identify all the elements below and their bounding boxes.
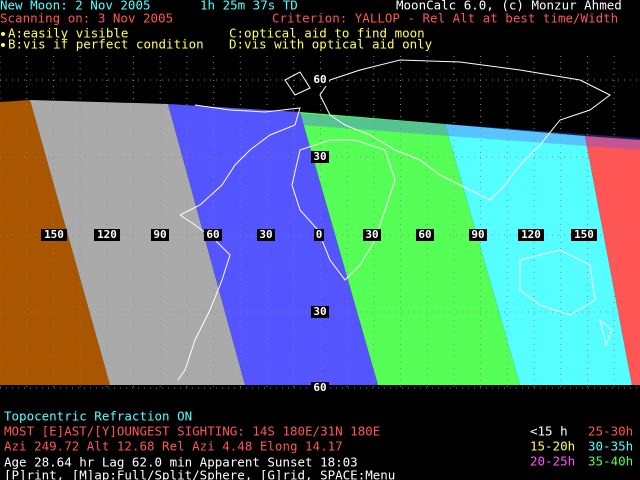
bullet [1,32,5,36]
zone-red [585,136,640,385]
map-label: 90 [471,228,484,241]
legend-entry: 25-30h [588,424,633,439]
map-label: 150 [44,228,64,241]
legend-entry: <15 h [530,424,568,439]
key-d: D:vis with optical aid only [229,37,433,52]
zone-green [300,112,520,385]
map-label: 30 [365,228,378,241]
map: 60 30 30 60 150 120 90 60 30 0 30 60 90 120 150 [0,56,640,394]
legend-entry: 35-40h [588,454,633,469]
label-bg [257,229,275,241]
age: Age 28.64 hr Lag 62.0 min Apparent Sunse… [4,455,358,470]
scanning: Scanning on: 3 Nov 2005 [0,11,173,26]
map-label: 60 [418,228,431,241]
grid [0,56,640,392]
label-bg [311,151,329,163]
bullet [1,43,5,47]
zone-gray [30,100,245,385]
label-bg [311,382,329,394]
map-label: 0 [316,228,323,241]
zone-cyan [445,124,632,385]
app-title: MoonCalc 6.0, (c) Monzur Ahmed [396,0,622,13]
label-bg [469,229,487,241]
map-label: 60 [313,381,326,394]
map-label: 120 [521,228,541,241]
map-label: 150 [574,228,594,241]
menu[interactable]: [P]rint, [M]ap:Full/Split/Sphere, [G]rid… [4,468,395,480]
label-bg [151,229,169,241]
label-bg [204,229,222,241]
label-bg [311,306,329,318]
map-label: 30 [313,305,326,318]
label-bg [311,74,329,86]
label-bg [41,229,67,241]
label-bg [571,229,597,241]
map-labels: 60 30 30 60 150 120 90 60 30 0 30 60 90 120 150 [41,73,597,394]
map-label: 60 [313,73,326,86]
new-moon: New Moon: 2 Nov 2005 [0,0,151,13]
sighting: MOST [E]AST/[Y]OUNGEST SIGHTING: 14S 180… [4,424,380,439]
label-bg [363,229,381,241]
map-label: 30 [313,150,326,163]
legend-entry: 20-25h [530,454,575,469]
key-a: A:easily visible [8,26,128,41]
zone-brown [0,100,110,385]
coastlines [177,59,613,381]
map-label: 30 [259,228,272,241]
legend-entry: 15-20h [530,439,575,454]
map-label: 120 [97,228,117,241]
legend-entry: 30-35h [588,439,633,454]
mode: Topocentric Refraction ON [4,409,192,424]
zone-fringe [170,104,640,150]
label-bg [518,229,544,241]
label-bg [314,229,324,241]
time: 1h 25m 37s TD [200,0,298,13]
position: Azi 249.72 Alt 12.68 Rel Azi 4.48 Elong … [4,439,343,454]
map-label: 60 [206,228,219,241]
criterion: Criterion: YALLOP - Rel Alt at best time… [272,11,618,26]
map-label: 90 [153,228,166,241]
label-bg [94,229,120,241]
key-c: C:optical aid to find moon [229,26,425,41]
label-bg [416,229,434,241]
key-b: B:vis if perfect condition [8,37,204,52]
